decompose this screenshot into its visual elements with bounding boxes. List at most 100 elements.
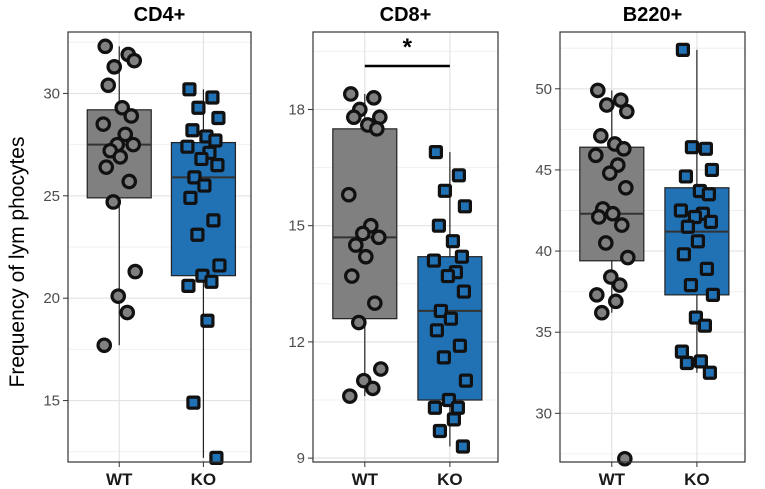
panel-1: 9 12 15 18 WT KO CD8+ * [288,4,499,489]
data-point-wt [611,277,628,293]
x-tick-label: WT [599,470,626,489]
data-point-wt [97,38,114,55]
data-point-ko [704,162,720,178]
data-point-wt [341,388,358,404]
data-point-ko [450,400,465,415]
data-point-ko [680,219,696,234]
data-point-ko [678,169,694,184]
data-point-ko [433,303,448,319]
data-point-ko [676,247,692,262]
data-point-wt [126,52,143,69]
x-tick-label: WT [352,470,379,489]
data-point-ko [185,123,200,138]
data-point-wt [619,249,636,266]
data-point-ko [437,183,452,198]
data-point-ko [690,234,706,249]
data-point-ko [190,227,205,242]
data-point-wt [592,128,609,144]
y-tick-label: 40 [535,243,552,260]
data-point-ko [206,213,221,228]
data-point-ko [200,313,215,328]
data-point-ko [702,365,718,380]
data-point-wt [588,287,605,303]
data-point-ko [186,395,201,410]
data-point-ko [454,249,469,264]
data-point-wt [604,205,621,222]
data-point-ko [673,203,689,218]
data-point-wt [350,314,367,331]
data-point-wt [370,229,387,246]
y-tick-label: 50 [535,81,552,98]
data-point-wt [106,59,123,75]
data-point-wt [347,237,364,253]
data-point-wt [618,103,635,120]
data-point-wt [345,109,362,126]
data-point-wt [597,235,614,251]
panel-border [559,31,746,463]
data-point-wt [598,97,615,113]
data-point-ko [456,284,471,299]
data-point-wt [343,268,360,284]
panel-2: 30 35 40 45 50 WT KO B220+ [535,4,746,489]
data-point-ko [452,338,467,353]
data-point-wt [121,173,138,190]
data-point-ko [674,344,690,359]
y-tick-label: 9 [297,450,305,467]
data-point-ko [427,400,442,415]
data-point-wt [593,304,610,321]
data-point-ko [675,42,691,57]
data-point-ko [429,323,444,338]
data-point-ko [440,268,455,284]
x-tick-label: KO [684,470,710,489]
y-tick-label: 45 [535,162,552,179]
data-point-ko [194,151,209,167]
data-point-wt [372,361,389,377]
data-point-ko [211,110,226,126]
data-point-wt [365,90,382,106]
data-point-ko [180,139,195,154]
data-point-wt [357,248,374,265]
data-point-wt [617,179,634,196]
data-point-ko [210,157,225,173]
data-point-ko [205,90,220,105]
data-point-ko [204,274,219,289]
y-tick-label: 30 [535,405,552,422]
data-point-ko [182,82,197,97]
y-tick-label: 15 [288,218,305,235]
panel-0: 15 20 25 30 WT KO CD4+ [43,4,252,489]
data-point-wt [587,147,604,164]
data-point-ko [693,354,709,369]
data-point-ko [445,234,460,249]
y-tick-label: 20 [43,290,60,307]
data-point-wt [95,116,112,132]
x-tick-label: KO [437,470,463,489]
data-point-ko [698,141,714,156]
x-tick-label: KO [191,470,217,489]
data-point-wt [117,126,134,143]
data-point-ko [455,439,470,454]
data-point-ko [432,423,447,439]
panel-title: CD4+ [134,4,186,26]
data-point-ko [428,144,443,160]
y-tick-label: 25 [43,188,60,205]
data-point-wt [368,121,385,137]
y-tick-label: 30 [43,85,60,102]
data-point-wt [110,288,127,304]
data-point-wt [123,108,140,124]
data-point-ko [209,450,224,466]
y-tick-label: 35 [535,324,552,341]
data-point-wt [125,136,142,153]
data-point-wt [105,194,122,210]
data-point-ko [431,218,446,233]
data-point-ko [679,355,695,371]
x-tick-label: WT [106,470,133,489]
data-point-wt [589,82,606,99]
data-point-ko [701,187,717,202]
data-point-wt [612,92,629,108]
panel-border [67,31,252,463]
data-point-ko [699,261,715,277]
data-point-wt [616,450,633,467]
y-tick-label: 18 [288,101,305,118]
panel-border [312,31,499,463]
